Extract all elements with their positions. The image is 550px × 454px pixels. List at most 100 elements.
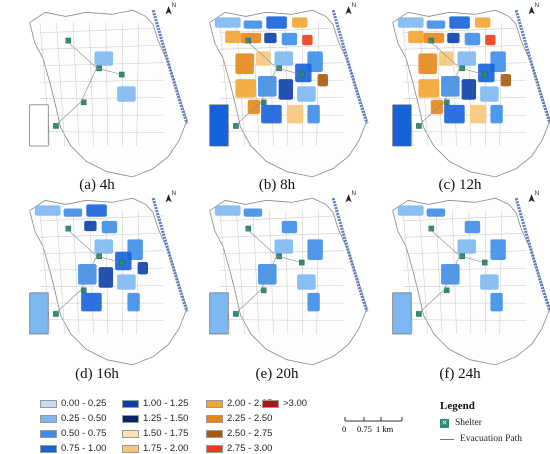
caption-c: (c) 12h (438, 177, 482, 193)
flood-patch (302, 34, 313, 46)
flood-patch (307, 239, 323, 260)
map-outline (209, 197, 368, 366)
road-line (499, 210, 502, 335)
depth-legend-item: 2.25 - 2.50 (206, 413, 272, 424)
flood-patch (63, 208, 83, 217)
flood-map-e: N (209, 190, 369, 366)
shelter-icon (233, 123, 239, 129)
north-arrow-icon (528, 194, 535, 203)
legend-evacuation-path: Evacuation Path (440, 434, 522, 444)
flood-patch (317, 74, 328, 87)
flood-patch (117, 274, 136, 290)
depth-swatch (206, 444, 223, 453)
flood-patch (258, 76, 277, 97)
coastal-strip (514, 9, 550, 124)
flood-patch (397, 17, 424, 28)
shelter-icon (298, 71, 305, 78)
road-line (402, 267, 527, 271)
north-label: N (352, 190, 356, 197)
shelter-icon (245, 37, 252, 44)
map-panel-c: N (385, 2, 550, 182)
flood-patch (247, 99, 261, 115)
flood-patch (464, 220, 481, 234)
depth-label: 1.00 - 1.25 (143, 398, 189, 409)
coastal-strip (151, 9, 189, 124)
road-line (219, 44, 344, 50)
depth-label: 2.00 - 2.25 (227, 398, 273, 409)
road-line (219, 319, 344, 321)
scale-tick-075: 0.75 (357, 424, 372, 434)
road-line (39, 215, 164, 222)
inset-region (392, 292, 412, 335)
coastal-strip (151, 197, 189, 312)
depth-swatch (40, 429, 57, 438)
flood-patch (266, 16, 287, 29)
flood-patch (243, 20, 263, 29)
flood-patch (286, 104, 304, 124)
flood-patch (461, 79, 477, 100)
shelter-icon (80, 287, 87, 294)
flood-map-f: N (392, 190, 550, 366)
shelter-icon (65, 225, 72, 232)
shelter-icon (416, 311, 422, 317)
road-line (402, 232, 527, 238)
legend-shelter-label: Shelter (455, 418, 482, 428)
flood-patch (490, 104, 503, 124)
flood-map-a: N (29, 2, 189, 178)
flood-patch (292, 17, 308, 28)
depth-swatch (122, 414, 139, 423)
flood-patch (464, 32, 481, 46)
shelter-icon (260, 99, 267, 106)
shelter-icon (118, 259, 125, 266)
flood-patch (98, 267, 114, 288)
depth-legend-item: 1.75 - 2.00 (122, 443, 188, 454)
flood-patch (480, 274, 499, 290)
flood-patch (258, 264, 277, 285)
flood-patch (439, 51, 454, 66)
flood-patch (137, 262, 148, 275)
map-outline (29, 9, 188, 178)
flood-patch (480, 86, 499, 102)
flood-patch (278, 79, 294, 100)
flood-patch (94, 51, 114, 66)
scale-tick-1km: 1 km (376, 424, 394, 434)
depth-legend-item: >3.00 (262, 398, 307, 409)
flood-patch (86, 204, 107, 217)
flood-patch (490, 292, 503, 312)
flood-patch (426, 208, 446, 217)
road-line (56, 210, 65, 335)
road-line (435, 210, 443, 335)
road-line (402, 22, 414, 147)
road-line (219, 215, 344, 222)
flood-patch (243, 208, 263, 217)
depth-swatch (206, 414, 223, 423)
flood-patch (457, 51, 477, 66)
flood-patch (397, 205, 424, 216)
legend-title: Legend (440, 400, 475, 412)
flood-patch (78, 264, 97, 285)
road-line (39, 22, 51, 147)
north-label: N (352, 2, 356, 9)
map-panel-a: N (22, 2, 202, 182)
shelter-icon (80, 99, 87, 106)
inset-region (209, 104, 229, 147)
flood-patch (469, 104, 487, 124)
road-line (105, 22, 109, 147)
evacuation-path (55, 227, 120, 314)
depth-legend-item: 1.25 - 1.50 (122, 413, 188, 424)
depth-swatch (40, 414, 57, 423)
road-line (219, 210, 231, 335)
flood-map-c: N (392, 2, 550, 178)
evacuation-path (235, 227, 300, 314)
flood-patch (101, 220, 118, 234)
flood-patch (261, 104, 282, 124)
depth-legend-item: 0.50 - 0.75 (40, 428, 106, 439)
shelter-icon (245, 225, 252, 232)
flood-patch (430, 99, 444, 115)
flood-patch (281, 220, 298, 234)
flood-patch (127, 292, 140, 312)
coastal-strip (331, 9, 369, 124)
flood-patch (447, 32, 460, 44)
depth-label: 2.50 - 2.75 (227, 428, 273, 439)
evacuation-path (418, 39, 483, 126)
